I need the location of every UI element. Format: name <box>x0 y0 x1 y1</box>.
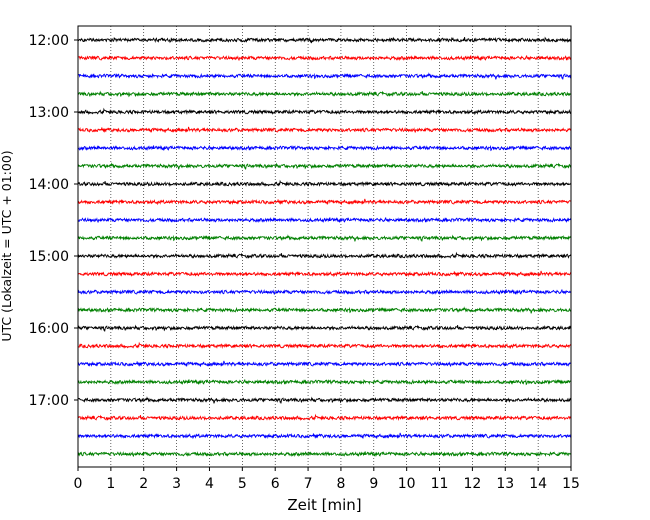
trace-1300 <box>77 107 572 116</box>
trace-1400 <box>77 179 572 187</box>
trace-1330 <box>77 144 572 152</box>
trace-1745 <box>77 450 572 458</box>
trace-1315 <box>77 126 572 133</box>
x-tick-label: 3 <box>172 476 181 492</box>
trace-1630 <box>77 360 572 368</box>
trace-1200 <box>77 36 572 44</box>
x-tick-label: 1 <box>106 476 115 492</box>
trace-1500 <box>77 251 572 259</box>
x-tick-label: 15 <box>562 476 580 492</box>
y-tick-label: 17:00 <box>29 393 69 409</box>
x-axis: 0 1 2 3 4 5 6 7 8 9 10 11 12 13 14 15 <box>74 467 580 492</box>
x-tick-label: 12 <box>463 476 481 492</box>
trace-1230 <box>77 72 572 80</box>
y-tick-label: 14:00 <box>29 177 69 193</box>
trace-1515 <box>77 270 572 278</box>
trace-1715 <box>77 413 572 421</box>
plot-frame <box>77 25 572 468</box>
x-axis-label: Zeit [min] <box>287 496 361 514</box>
plot-background <box>78 26 571 467</box>
x-tick-label: 14 <box>529 476 547 492</box>
x-tick-label: 11 <box>431 476 449 492</box>
trace-1215 <box>77 55 572 62</box>
x-tick-label: 13 <box>496 476 514 492</box>
x-tick-label: 2 <box>139 476 148 492</box>
x-tick-label: 4 <box>205 476 214 492</box>
x-tick-label: 0 <box>74 476 83 492</box>
trace-1645 <box>77 378 572 386</box>
trace-1245 <box>77 90 572 98</box>
trace-1700 <box>77 396 572 404</box>
seismic-traces <box>77 36 572 458</box>
trace-1545 <box>77 306 572 314</box>
y-tick-label: 16:00 <box>29 321 69 337</box>
y-tick-label: 13:00 <box>29 105 69 121</box>
y-axis: 12:00 13:00 14:00 15:00 16:00 17:00 <box>29 33 78 409</box>
x-tick-label: 10 <box>398 476 416 492</box>
y-tick-label: 12:00 <box>29 33 69 49</box>
x-tick-label: 9 <box>369 476 378 492</box>
x-tick-label: 6 <box>271 476 280 492</box>
trace-1430 <box>77 216 572 224</box>
trace-1530 <box>77 289 572 296</box>
trace-1415 <box>77 198 572 206</box>
y-tick-label: 15:00 <box>29 249 69 265</box>
x-tick-label: 7 <box>304 476 313 492</box>
trace-1600 <box>77 324 572 332</box>
y-axis-label: UTC (Lokalzeit = UTC + 01:00) <box>0 150 14 341</box>
x-tick-label: 5 <box>238 476 247 492</box>
trace-1730 <box>77 432 572 440</box>
trace-1445 <box>77 234 572 242</box>
x-tick-label: 8 <box>336 476 345 492</box>
trace-1345 <box>77 162 572 170</box>
trace-1615 <box>77 341 572 350</box>
